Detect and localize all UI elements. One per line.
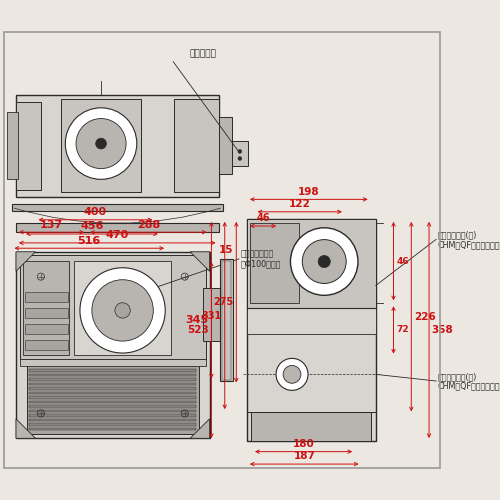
Polygon shape bbox=[190, 252, 210, 272]
Bar bbox=[218, 117, 232, 174]
Bar bbox=[20, 256, 206, 360]
Text: 72: 72 bbox=[396, 326, 409, 334]
Bar bbox=[16, 102, 41, 190]
Bar bbox=[30, 378, 196, 381]
Circle shape bbox=[318, 256, 330, 268]
Bar bbox=[25, 340, 68, 350]
Circle shape bbox=[115, 302, 130, 318]
Bar bbox=[7, 112, 18, 179]
Bar bbox=[16, 224, 218, 232]
Circle shape bbox=[96, 138, 106, 149]
Bar bbox=[16, 252, 210, 438]
Bar bbox=[174, 99, 218, 192]
Text: 358: 358 bbox=[432, 325, 454, 335]
Text: 電源端子台: 電源端子台 bbox=[189, 49, 216, 58]
Text: 331: 331 bbox=[202, 310, 222, 320]
Text: 46: 46 bbox=[256, 214, 270, 224]
Bar bbox=[247, 219, 376, 441]
Bar bbox=[12, 204, 223, 211]
Circle shape bbox=[76, 118, 126, 168]
Bar bbox=[30, 428, 196, 430]
Bar bbox=[220, 259, 232, 382]
Bar bbox=[30, 406, 196, 408]
Bar bbox=[202, 288, 224, 342]
Text: 226: 226 bbox=[414, 312, 436, 322]
Text: 345: 345 bbox=[186, 315, 208, 325]
Polygon shape bbox=[16, 252, 36, 272]
Bar bbox=[30, 396, 196, 399]
Bar bbox=[20, 360, 206, 366]
Text: 516: 516 bbox=[78, 236, 101, 246]
Circle shape bbox=[66, 108, 137, 180]
Bar bbox=[30, 388, 196, 390]
Text: 470: 470 bbox=[106, 230, 129, 240]
Text: 137: 137 bbox=[40, 220, 63, 230]
Bar bbox=[30, 374, 196, 376]
Text: CHM（QF）ジョイント: CHM（QF）ジョイント bbox=[438, 382, 500, 391]
Circle shape bbox=[238, 156, 242, 160]
Circle shape bbox=[92, 280, 154, 341]
Bar bbox=[74, 260, 172, 355]
Circle shape bbox=[290, 228, 358, 296]
Bar bbox=[23, 260, 70, 355]
Polygon shape bbox=[16, 419, 36, 438]
Text: CHM（QF）ジョイント: CHM（QF）ジョイント bbox=[438, 240, 500, 249]
Bar bbox=[25, 292, 68, 302]
Text: 288: 288 bbox=[136, 220, 160, 230]
Circle shape bbox=[276, 358, 308, 390]
Bar bbox=[250, 224, 300, 304]
Bar bbox=[30, 419, 196, 422]
Bar bbox=[30, 410, 196, 412]
Bar bbox=[30, 370, 196, 372]
Bar bbox=[247, 219, 376, 308]
Bar bbox=[30, 392, 196, 394]
Circle shape bbox=[238, 150, 242, 153]
Bar bbox=[26, 364, 199, 434]
Text: 187: 187 bbox=[294, 452, 315, 462]
Text: 46: 46 bbox=[396, 256, 409, 266]
Text: 198: 198 bbox=[298, 186, 320, 196]
Bar bbox=[30, 383, 196, 386]
Polygon shape bbox=[190, 419, 210, 438]
Text: 275: 275 bbox=[214, 297, 234, 307]
Text: 523: 523 bbox=[187, 325, 208, 335]
Text: 456: 456 bbox=[80, 222, 104, 232]
Bar bbox=[247, 308, 376, 334]
Bar bbox=[25, 308, 68, 318]
Text: 排気ダクト接続: 排気ダクト接続 bbox=[240, 249, 274, 258]
Circle shape bbox=[283, 366, 301, 383]
Bar bbox=[222, 260, 231, 380]
Circle shape bbox=[302, 240, 346, 284]
Text: 温水接続往き(入): 温水接続往き(入) bbox=[438, 230, 478, 239]
Text: （Φ100接続）: （Φ100接続） bbox=[240, 260, 281, 268]
Bar bbox=[25, 324, 68, 334]
Bar bbox=[16, 94, 218, 196]
Bar bbox=[252, 412, 372, 441]
Circle shape bbox=[80, 268, 165, 353]
Text: 15: 15 bbox=[220, 245, 234, 255]
Text: 122: 122 bbox=[289, 199, 310, 209]
Bar bbox=[61, 99, 141, 192]
Bar bbox=[30, 401, 196, 404]
Bar bbox=[30, 414, 196, 417]
Bar bbox=[232, 140, 248, 166]
Text: 180: 180 bbox=[292, 439, 314, 449]
Text: 温水接続戻り(出): 温水接続戻り(出) bbox=[438, 372, 478, 381]
Text: 400: 400 bbox=[84, 207, 107, 217]
Bar bbox=[30, 424, 196, 426]
